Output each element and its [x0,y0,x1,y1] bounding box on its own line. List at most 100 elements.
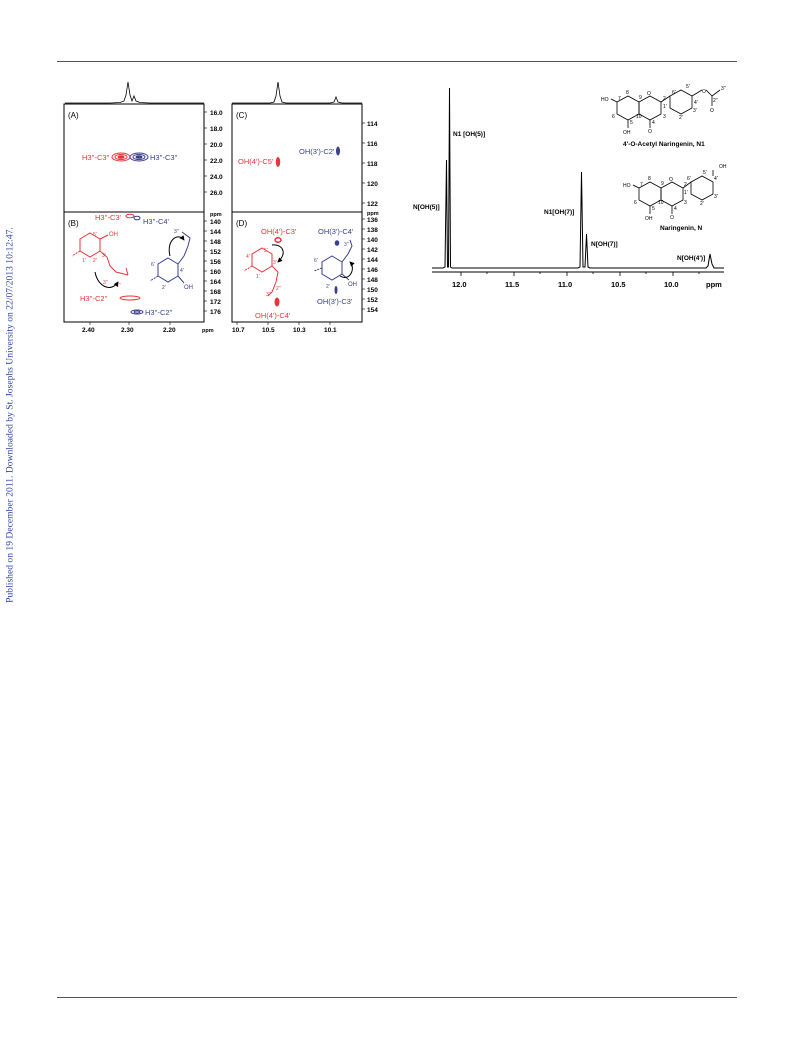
n-oh-4p: OH [719,164,727,170]
d-blue-arrow [339,261,355,278]
compound2-name: Naringenin, N [660,225,703,232]
n-oh-5: OH [645,216,653,222]
cd-ytick-bottom: 148 [367,277,378,284]
n-c10: 10 [658,200,664,206]
peak-label-n-oh4: N[OH(4')] [677,255,705,262]
n-ho: HO [623,183,631,189]
c-red-label: OH(4')-C5' [238,157,274,166]
n-p5: 5' [703,170,707,176]
cd-xtick: 10.7 [232,327,245,334]
d-red-n4: 4' [246,254,250,260]
n1-o-keto: O [648,129,652,135]
spectrum-peak-labels: N1 [OH(5)] N[OH(5)] N1[OH(7)] N[OH(7)] N… [413,131,705,262]
b-red-n3: 3' [102,253,106,259]
panel-b-label: (B) [68,219,79,228]
n-c3: 3 [684,200,687,206]
cd-ytick-bottom: 136 [367,217,378,224]
panel-c-label: (C) [236,111,247,120]
cd-axes: 114 116 118 120 122 ppm 136 138 140 142 … [232,121,379,334]
header-rule [57,61,737,62]
cd-ytick-bottom: 140 [367,237,378,244]
spectrum-xtick: 12.0 [452,280,467,289]
b-red-n1: 1' [82,258,86,264]
n1-c5: 5 [630,120,633,126]
n-p3: 3' [714,194,718,200]
n-p1: 1' [684,190,688,196]
n1-c6: 6 [612,114,615,120]
b-blue-n3pp: 3'' [174,229,179,235]
n1-c10: 10 [636,114,642,120]
panels-cd: (C) (D) OH(4')-C5' OH(3')-C2' OH(4')-C3'… [231,81,379,334]
ab-ytick-top: 24.0 [210,174,223,181]
d-red-n2pp: 2'' [276,286,281,292]
cd-ytick-top: 120 [367,181,378,188]
d-blue-top-peak [334,240,340,246]
ab-axes: 16.0 18.0 20.0 22.0 24.0 26.0 ppm 140 14… [82,110,223,334]
n1-p3: 3' [693,108,697,114]
n-c2: 2 [684,182,687,188]
d-red-structure [243,247,279,297]
b-red-n3pp: 3'' [103,280,108,286]
n-p6: 6' [687,176,691,182]
cd-xtick: 10.5 [262,327,275,334]
ab-ytick-bottom: 164 [210,279,221,286]
cd-ytick-bottom: 144 [367,257,378,264]
structure-n [632,170,714,214]
spectrum-figure: 12.0 11.5 11.0 10.5 10.0 ppm N1 [OH(5)] … [413,84,727,289]
b-blue-n4: 4' [180,268,184,274]
panel-ab-frame [63,103,205,323]
d-blue-oh: OH [348,282,357,288]
structure-n-labels: HO OH OH O O 5' 6' 4' 3' 2' 1' 2 3 4 5 6… [623,164,727,222]
n1-c8: 8 [626,90,629,96]
n1-c3pp: 3'' [721,86,726,92]
ab-ytick-top: 16.0 [210,110,223,117]
d-blue-n3pp: 3'' [344,242,349,248]
n1-c2pp: 2'' [713,98,718,104]
n-o-ring: O [669,177,673,183]
d-red-n3: 3' [273,260,277,266]
ab-projection [65,81,204,104]
n1-p1: 1' [663,104,667,110]
ab-ppm-label: ppm [210,212,222,218]
cd-ytick-bottom: 138 [367,227,378,234]
panel-a-label: (A) [68,111,79,120]
d-blue-n6: 6' [314,258,318,264]
ab-ytick-bottom: 144 [210,229,221,236]
a-red-label: H3''-C3'' [82,153,110,162]
n-c6: 6 [634,200,637,206]
n1-c7: 7 [618,96,621,102]
n1-c9: 9 [639,95,642,101]
ab-ytick-bottom: 152 [210,249,221,256]
d-blue-top-label: OH(3')-C4' [318,227,354,236]
d-red-bottom-peak [274,297,280,307]
d-red-n5: 5' [264,248,268,254]
b-blue-bottom-label: H3''-C2'' [145,308,173,317]
cd-projection [232,81,362,104]
c-red-peak [275,157,281,167]
d-red-top-peak [274,237,282,243]
n-o-keto: O [670,215,674,221]
ab-xtick: 2.20 [163,327,176,334]
ab-xtick: 2.30 [121,327,134,334]
cd-ytick-bottom: 152 [367,297,378,304]
ab-ytick-bottom: 140 [210,219,221,226]
spectrum-ticks [460,272,700,276]
n1-p5: 5' [686,84,690,90]
cd-tick-marks [236,122,365,325]
n1-p4: 4' [694,100,698,106]
ab-ytick-bottom: 148 [210,239,221,246]
n1-o-ring: O [647,91,651,97]
n1-c3: 3 [663,114,666,120]
cd-ytick-top: 118 [367,161,378,168]
ab-ytick-bottom: 172 [210,299,221,306]
d-red-top-label: OH(4')-C3' [261,227,297,236]
n1-c4: 4 [652,120,655,126]
b-red-arrow [94,271,119,288]
structure-n1-labels: HO OH O O O O 3'' 2'' 5' 6' 4' 3' 2' 1' … [601,84,726,136]
b-blue-bottom-peak [130,309,144,315]
ab-ytick-bottom: 160 [210,269,221,276]
panel-d-label: (D) [236,219,247,228]
n1-c2: 2 [663,96,666,102]
cd-ytick-top: 116 [367,141,378,148]
peak-label-n1-oh5: N1 [OH(5)] [453,131,485,138]
